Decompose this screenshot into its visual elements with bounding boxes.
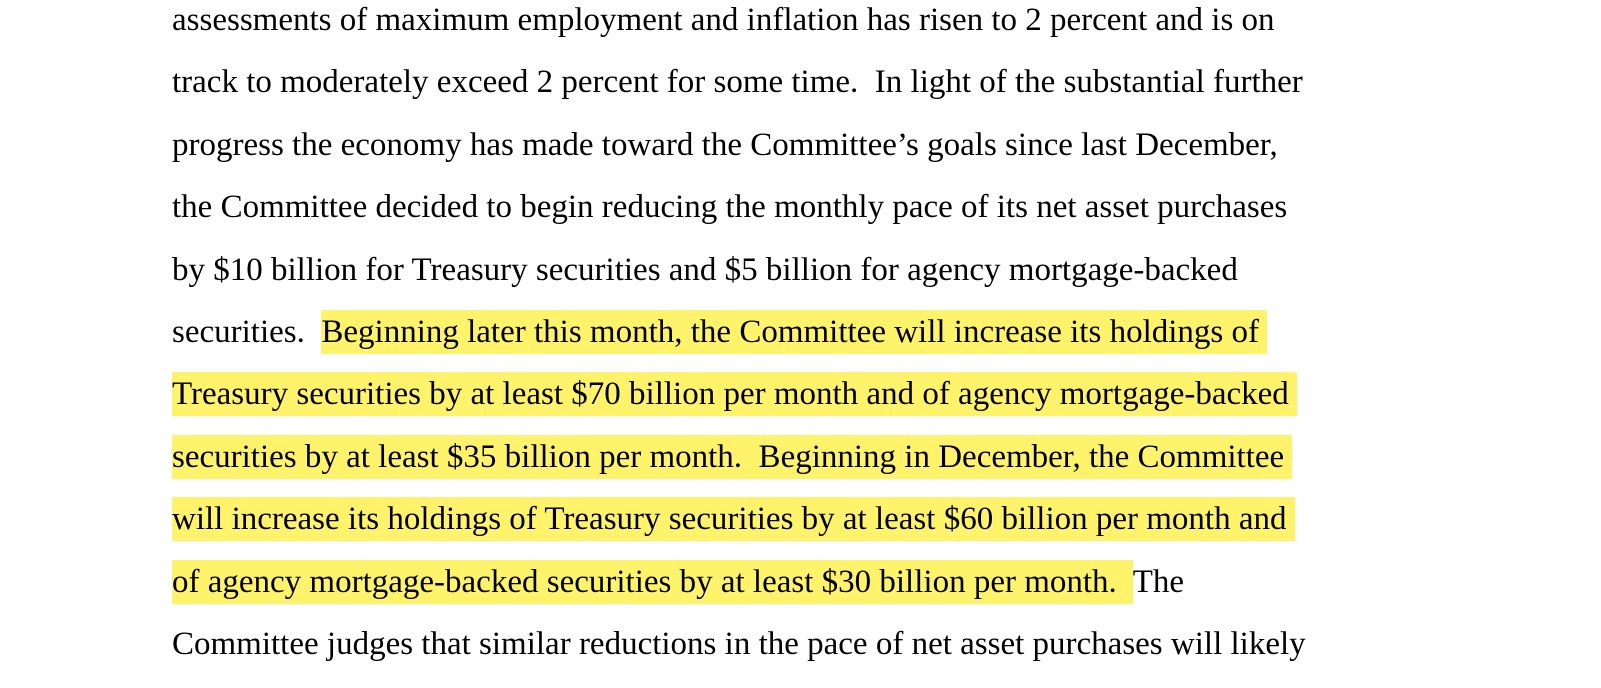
- text-line: Committee judges that similar reductions…: [172, 613, 1306, 675]
- text-line: Treasury securities by at least $70 bill…: [172, 363, 1306, 425]
- text: The: [1132, 563, 1185, 600]
- text-line: the Committee decided to begin reducing …: [172, 176, 1306, 238]
- text-line: by $10 billion for Treasury securities a…: [172, 239, 1306, 301]
- highlighted-text: Beginning later this month, the Committe…: [321, 309, 1268, 354]
- highlighted-text: securities by at least $35 billion per m…: [172, 434, 1293, 479]
- text: securities.: [172, 313, 322, 350]
- text-line: of agency mortgage-backed securities by …: [172, 551, 1306, 613]
- text: assessments of maximum employment and in…: [172, 2, 1275, 38]
- text-line: will increase its holdings of Treasury s…: [172, 488, 1306, 550]
- highlighted-text: of agency mortgage-backed securities by …: [172, 559, 1133, 604]
- text-line: track to moderately exceed 2 percent for…: [172, 51, 1306, 113]
- paragraph: assessments of maximum employment and in…: [172, 0, 1306, 675]
- highlighted-text: Treasury securities by at least $70 bill…: [172, 372, 1298, 417]
- text-line: assessments of maximum employment and in…: [172, 0, 1306, 51]
- text-line: securities by at least $35 billion per m…: [172, 426, 1306, 488]
- text: Committee judges that similar reductions…: [172, 625, 1306, 662]
- text: by $10 billion for Treasury securities a…: [172, 251, 1238, 288]
- text-line: securities. Beginning later this month, …: [172, 301, 1306, 363]
- highlighted-text: will increase its holdings of Treasury s…: [172, 497, 1295, 542]
- text-line: progress the economy has made toward the…: [172, 114, 1306, 176]
- text: the Committee decided to begin reducing …: [172, 189, 1288, 226]
- text: track to moderately exceed 2 percent for…: [172, 64, 1303, 101]
- text: progress the economy has made toward the…: [172, 126, 1278, 163]
